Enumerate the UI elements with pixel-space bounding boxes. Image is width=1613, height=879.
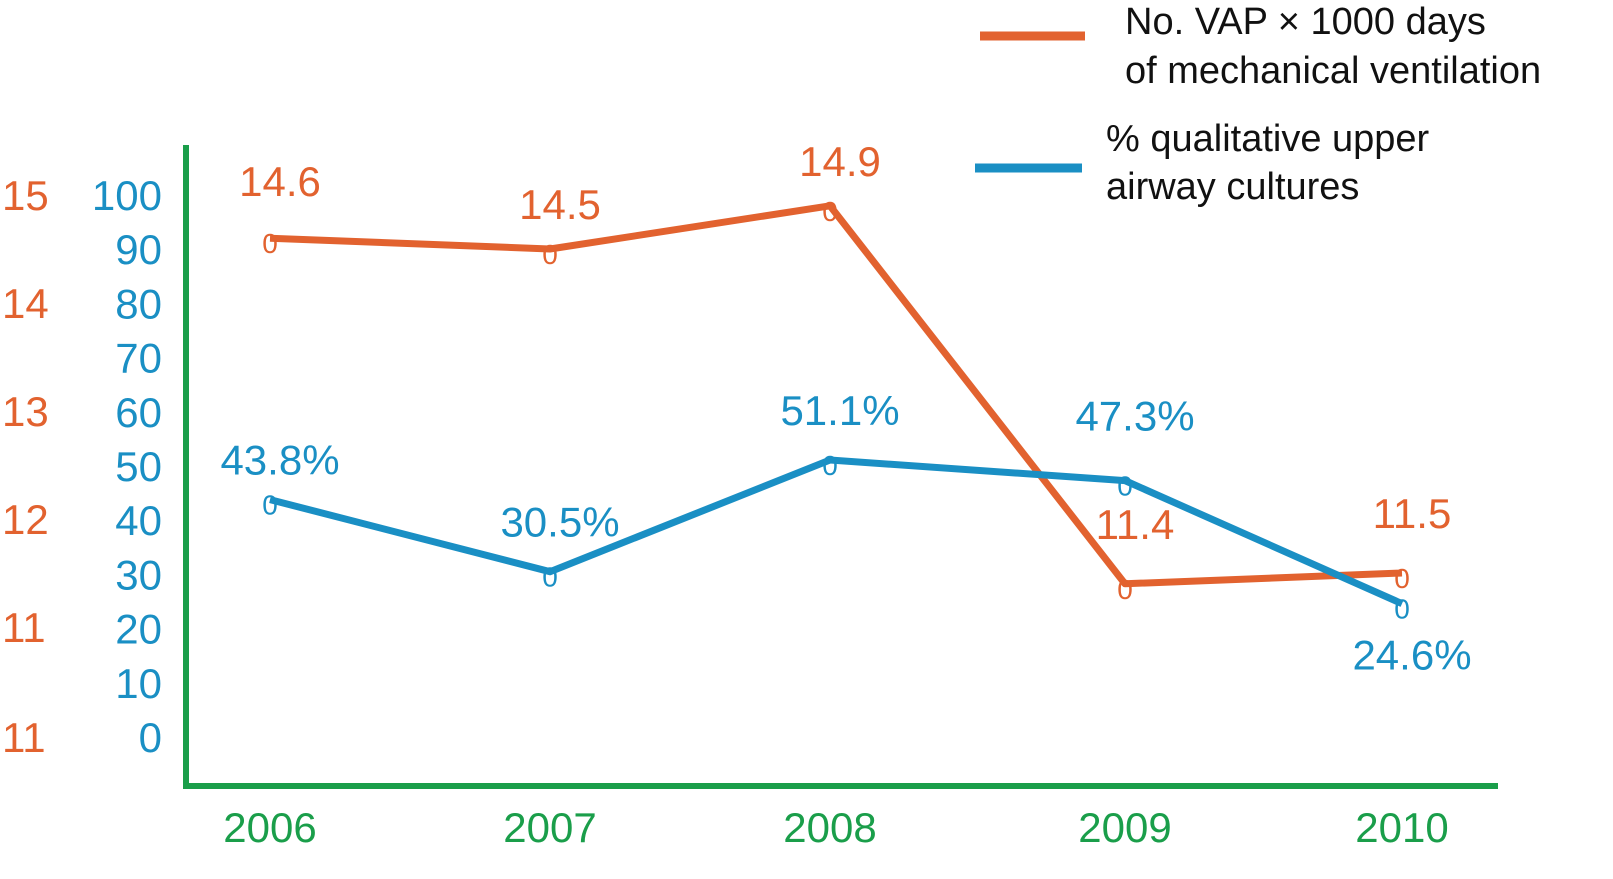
data-point-marker: 0 (1394, 563, 1410, 594)
left-inner-tick-label: 60 (115, 389, 162, 436)
data-point-marker: 0 (822, 450, 838, 481)
data-point-marker: 0 (542, 239, 558, 270)
left-outer-tick-label: 12 (2, 496, 49, 543)
left-outer-tick-label: 13 (2, 388, 49, 435)
left-outer-tick-label: 14 (2, 280, 49, 327)
data-label: 43.8% (220, 437, 339, 484)
legend-label-vap: No. VAP × 1000 days (1125, 1, 1486, 43)
x-tick-label: 2006 (223, 804, 316, 851)
data-point-marker: 0 (262, 490, 278, 521)
left-inner-tick-label: 20 (115, 606, 162, 653)
axes (183, 145, 1498, 789)
left-inner-tick-label: 0 (139, 714, 162, 761)
left-inner-tick-label: 10 (115, 660, 162, 707)
series-line (269, 456, 1404, 607)
data-point-marker: 0 (1117, 471, 1133, 502)
x-tick-label: 2007 (503, 804, 596, 851)
left-inner-tick-label: 50 (115, 443, 162, 490)
left-inner-tick-label: 80 (115, 280, 162, 327)
data-label: 11.4 (1096, 501, 1175, 548)
series-line (269, 202, 1403, 588)
legend-label-vap: of mechanical ventilation (1125, 50, 1541, 92)
left-outer-tick-label: 11 (2, 714, 46, 761)
left-outer-tick-label: 11 (2, 604, 46, 651)
data-point-marker: 0 (1394, 594, 1410, 625)
data-label: 14.6 (239, 158, 321, 205)
x-tick-label: 2008 (783, 804, 876, 851)
data-label: 14.9 (799, 138, 881, 185)
data-label: 14.5 (519, 181, 601, 228)
data-label: 47.3% (1075, 393, 1194, 440)
left-inner-tick-label: 70 (115, 335, 162, 382)
data-point-marker: 0 (262, 228, 278, 259)
data-label: 11.5 (1373, 490, 1452, 537)
x-tick-label: 2009 (1078, 804, 1171, 851)
legend-label-cultures: airway cultures (1106, 166, 1359, 208)
legend: No. VAP × 1000 days of mechanical ventila… (975, 1, 1541, 208)
left-inner-tick-label: 30 (115, 551, 162, 598)
left-inner-tick-label: 90 (115, 226, 162, 273)
data-point-marker: 0 (542, 562, 558, 593)
x-tick-label: 2010 (1355, 804, 1448, 851)
data-label: 30.5% (500, 499, 619, 546)
data-label: 51.1% (780, 387, 899, 434)
data-label: 24.6% (1352, 632, 1471, 679)
left-inner-tick-label: 100 (92, 172, 162, 219)
series-upper-airway-cultures: 0 43.8% 0 30.5% 0 51.1% 0 47.3% 0 24.6% (220, 387, 1471, 679)
tick-labels: 2006 2007 2008 2009 201015141312111110090807… (2, 172, 1449, 851)
left-inner-tick-label: 40 (115, 497, 162, 544)
legend-label-cultures: % qualitative upper (1106, 118, 1430, 160)
data-point-marker: 0 (822, 196, 838, 227)
left-outer-tick-label: 15 (2, 172, 49, 219)
data-point-marker: 0 (1117, 574, 1133, 605)
